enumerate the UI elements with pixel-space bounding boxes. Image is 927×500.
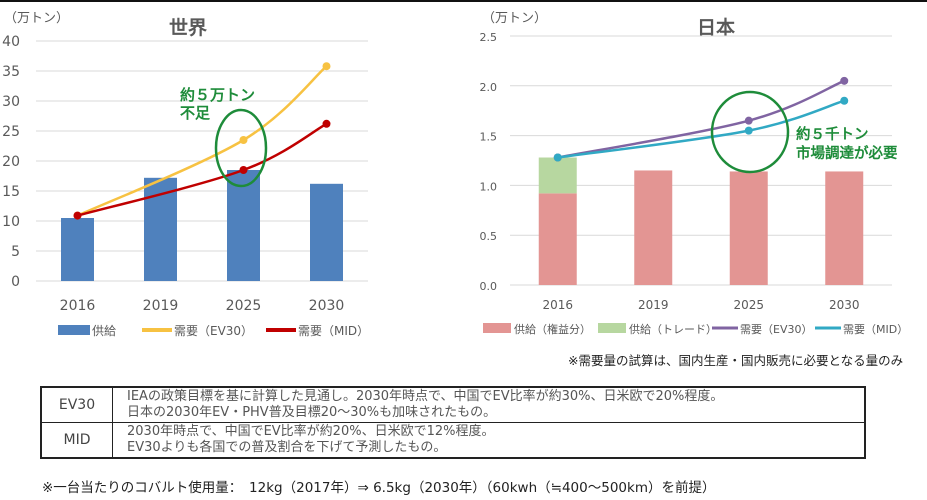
- world-highlight-ellipse: [214, 108, 268, 188]
- legend-label-ev30: 需要（EV30）: [174, 324, 253, 338]
- japan-bar: [729, 171, 768, 285]
- japan-annotation-line-1: 約５千トン: [796, 125, 869, 143]
- japan-line-point: [744, 116, 753, 125]
- world-y-tick-label: 30: [2, 94, 20, 110]
- legend-swatch-supply-trade: [598, 323, 626, 333]
- world-bar: [61, 218, 94, 281]
- japan-chart: （万トン） 日本 0.0 0.5 1.0 1.5 2.0 2.5 2016 2019 2025…: [480, 11, 909, 336]
- world-y-tick-label: 40: [2, 34, 20, 50]
- scenario-desc-line: 日本の2030年EV・PHV普及目標20～30%も加味されたもの。: [127, 405, 497, 420]
- scenario-desc-line: EV30よりも各国での普及割合を下げて予測したもの。: [127, 440, 447, 455]
- table-row: EV30 IEAの政策目標を基に計算した見通し。2030年時点で、中国でEV比率…: [40, 386, 866, 423]
- scenario-key-mid: MID: [40, 422, 113, 459]
- world-line-series: [77, 122, 328, 217]
- japan-line-point: [840, 96, 849, 105]
- japan-x-tick-label: 2030: [829, 298, 860, 312]
- japan-demand-note: ※需要量の試算は、国内生産・国内販売に必要となる量のみ: [568, 353, 904, 368]
- world-y-unit: （万トン）: [4, 11, 69, 26]
- world-annotation-line-2: 不足: [180, 104, 211, 122]
- japan-bar: [538, 157, 577, 194]
- scenario-desc-mid: 2030年時点で、中国でEV比率が約20%、日米欧で12%程度。 EV30よりも…: [112, 422, 866, 459]
- japan-y-tick-label: 0.5: [480, 230, 498, 243]
- japan-highlight-ellipse: [710, 90, 790, 174]
- scenario-desc-line: 2030年時点で、中国でEV比率が約20%、日米欧で12%程度。: [127, 424, 495, 439]
- scenario-desc-ev30: IEAの政策目標を基に計算した見通し。2030年時点で、中国でEV比率が約30%…: [112, 386, 866, 423]
- world-y-tick-label: 15: [2, 184, 20, 200]
- japan-bar: [634, 170, 673, 285]
- world-bar: [227, 170, 260, 281]
- scenario-desc-line: IEAの政策目標を基に計算した見通し。2030年時点で、中国でEV比率が約30%…: [127, 389, 724, 404]
- world-x-tick-label: 2019: [143, 298, 179, 314]
- japan-line-series: [557, 99, 845, 159]
- world-line-point: [239, 166, 248, 174]
- japan-y-tick-label: 0.0: [480, 280, 498, 293]
- japan-line-series: [557, 79, 845, 159]
- japan-line-point: [744, 126, 753, 135]
- top-border: [0, 0, 927, 2]
- world-y-tick-label: 10: [2, 214, 20, 230]
- world-bar: [310, 183, 343, 281]
- legend-label-supply-equity: 供給（権益分）: [514, 322, 591, 336]
- japan-y-tick-label: 2.5: [480, 31, 498, 44]
- cobalt-usage-footnote: ※一台当たりのコバルト使用量： 12kg（2017年）⇒ 6.5kg（2030年…: [42, 480, 716, 496]
- scenario-table: EV30 IEAの政策目標を基に計算した見通し。2030年時点で、中国でEV比率…: [40, 386, 866, 459]
- japan-y-tick-label: 1.0: [480, 180, 498, 193]
- world-line-series: [76, 65, 328, 217]
- japan-title: 日本: [697, 16, 735, 39]
- world-line-point: [239, 136, 248, 144]
- world-legend: 供給 需要（EV30） 需要（MID）: [58, 324, 369, 338]
- japan-y-tick-label: 1.5: [480, 131, 498, 144]
- world-y-tick-label: 25: [2, 124, 20, 140]
- world-x-tick-label: 2030: [309, 298, 345, 314]
- world-line-point: [322, 62, 331, 71]
- world-y-tick-label: 20: [2, 154, 20, 170]
- japan-legend: 供給（権益分） 供給（トレード） 需要（EV30） 需要（MID）: [483, 322, 908, 336]
- japan-bar: [538, 193, 577, 285]
- legend-label-ev30: 需要（EV30）: [740, 323, 812, 336]
- japan-x-tick-label: 2016: [542, 298, 573, 312]
- world-y-tick-label: 35: [2, 64, 20, 80]
- scenario-key-ev30: EV30: [40, 386, 113, 423]
- legend-swatch-supply-equity: [483, 323, 511, 333]
- japan-bar: [825, 171, 864, 285]
- world-annotation-line-1: 約５万トン: [180, 86, 255, 104]
- japan-x-tick-label: 2019: [638, 298, 669, 312]
- japan-y-unit: （万トン）: [482, 11, 547, 26]
- world-x-tick-label: 2025: [226, 298, 262, 314]
- world-y-tick-label: 0: [11, 274, 20, 290]
- legend-swatch-supply: [58, 325, 90, 335]
- japan-x-tick-label: 2025: [733, 298, 764, 312]
- japan-line-point: [840, 76, 849, 85]
- legend-label-supply-trade: 供給（トレード）: [629, 322, 717, 336]
- world-x-tick-label: 2016: [60, 298, 96, 314]
- legend-label-supply: 供給: [92, 324, 116, 338]
- table-row: MID 2030年時点で、中国でEV比率が約20%、日米欧で12%程度。 EV3…: [40, 422, 866, 459]
- japan-y-tick-label: 2.0: [480, 81, 498, 94]
- world-title: 世界: [169, 17, 207, 39]
- world-line-point: [73, 211, 82, 220]
- world-y-tick-label: 5: [11, 244, 20, 260]
- japan-annotation-line-2: 市場調達が必要: [796, 144, 898, 162]
- japan-line-point: [553, 153, 562, 162]
- legend-label-mid: 需要（MID）: [298, 324, 369, 338]
- world-line-point: [322, 119, 331, 128]
- legend-label-mid: 需要（MID）: [843, 323, 908, 336]
